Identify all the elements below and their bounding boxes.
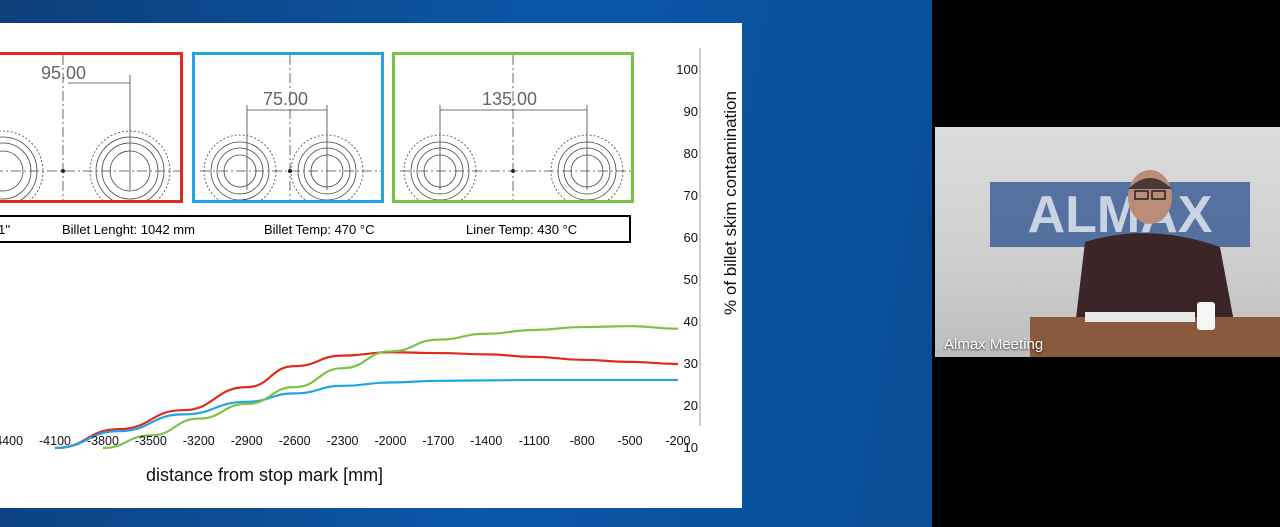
y-tick-label: 50	[683, 272, 698, 287]
participant-video-tile[interactable]: ALMAX Almax Meeting	[935, 127, 1280, 357]
billet-length-label: Billet Lenght: 1042 mm	[62, 222, 195, 237]
laptop	[1085, 312, 1195, 322]
meeting-stage: 95.00 75.00	[0, 0, 932, 527]
x-tick-label: -1400	[470, 434, 503, 448]
x-axis-label: distance from stop mark [mm]	[146, 465, 384, 485]
series-line-blue	[54, 378, 678, 450]
dimension-label: 75.00	[263, 89, 309, 109]
contamination-chart	[54, 48, 701, 450]
participant-name: Almax Meeting	[944, 336, 1044, 353]
x-tick-label: -500	[617, 434, 643, 448]
x-tick-label: -800	[569, 434, 595, 448]
y-tick-label: 60	[683, 230, 698, 245]
y-tick-label: 30	[683, 356, 698, 371]
y-tick-label: 90	[683, 104, 698, 119]
presenter-figure	[1075, 170, 1235, 327]
billet-drawing-blue	[200, 55, 381, 208]
x-tick-label: -200	[665, 434, 691, 448]
config-box-red: 95.00	[0, 52, 183, 212]
info-fragment: 1''	[0, 222, 11, 237]
dimension-label: 95.00	[41, 63, 87, 83]
x-tick-label: -4400	[0, 434, 24, 448]
wall-logo-text: ALMAX	[1028, 186, 1213, 244]
x-tick-label: -3200	[182, 434, 215, 448]
x-tick-label: -2300	[326, 434, 359, 448]
x-tick-label: -1100	[518, 434, 550, 448]
y-tick-label: 10	[683, 440, 698, 455]
x-tick-label: -3500	[134, 434, 167, 448]
billet-info-box: 1'' Billet Lenght: 1042 mm Billet Temp: …	[0, 215, 631, 243]
x-tick-label: -2900	[230, 434, 263, 448]
desk	[1030, 317, 1280, 357]
x-tick-label: -2000	[374, 434, 407, 448]
y-tick-label: 20	[683, 398, 698, 413]
y-tick-label: 80	[683, 146, 698, 161]
billet-temp-label: Billet Temp: 470 °C	[264, 222, 375, 237]
series-group	[54, 325, 679, 450]
x-tick-label: -3800	[86, 434, 119, 448]
series-line-red	[54, 351, 679, 450]
mug	[1197, 302, 1215, 330]
participant-video: ALMAX	[990, 170, 1280, 357]
series-line-green	[102, 325, 679, 450]
y-tick-label: 100	[676, 62, 698, 77]
shared-slide: 95.00 75.00	[0, 23, 742, 508]
x-tick-label: -2600	[278, 434, 311, 448]
billet-drawing-red	[0, 55, 180, 212]
x-tick-label: -4100	[39, 434, 71, 448]
config-box-blue: 75.00	[192, 52, 384, 208]
dimension-label: 135.00	[482, 89, 538, 109]
y-tick-label: 40	[683, 314, 698, 329]
liner-temp-label: Liner Temp: 430 °C	[466, 222, 578, 237]
y-axis-label: % of billet skim contamination	[721, 91, 740, 315]
y-tick-label: 70	[683, 188, 698, 203]
x-tick-label: -1700	[422, 434, 455, 448]
